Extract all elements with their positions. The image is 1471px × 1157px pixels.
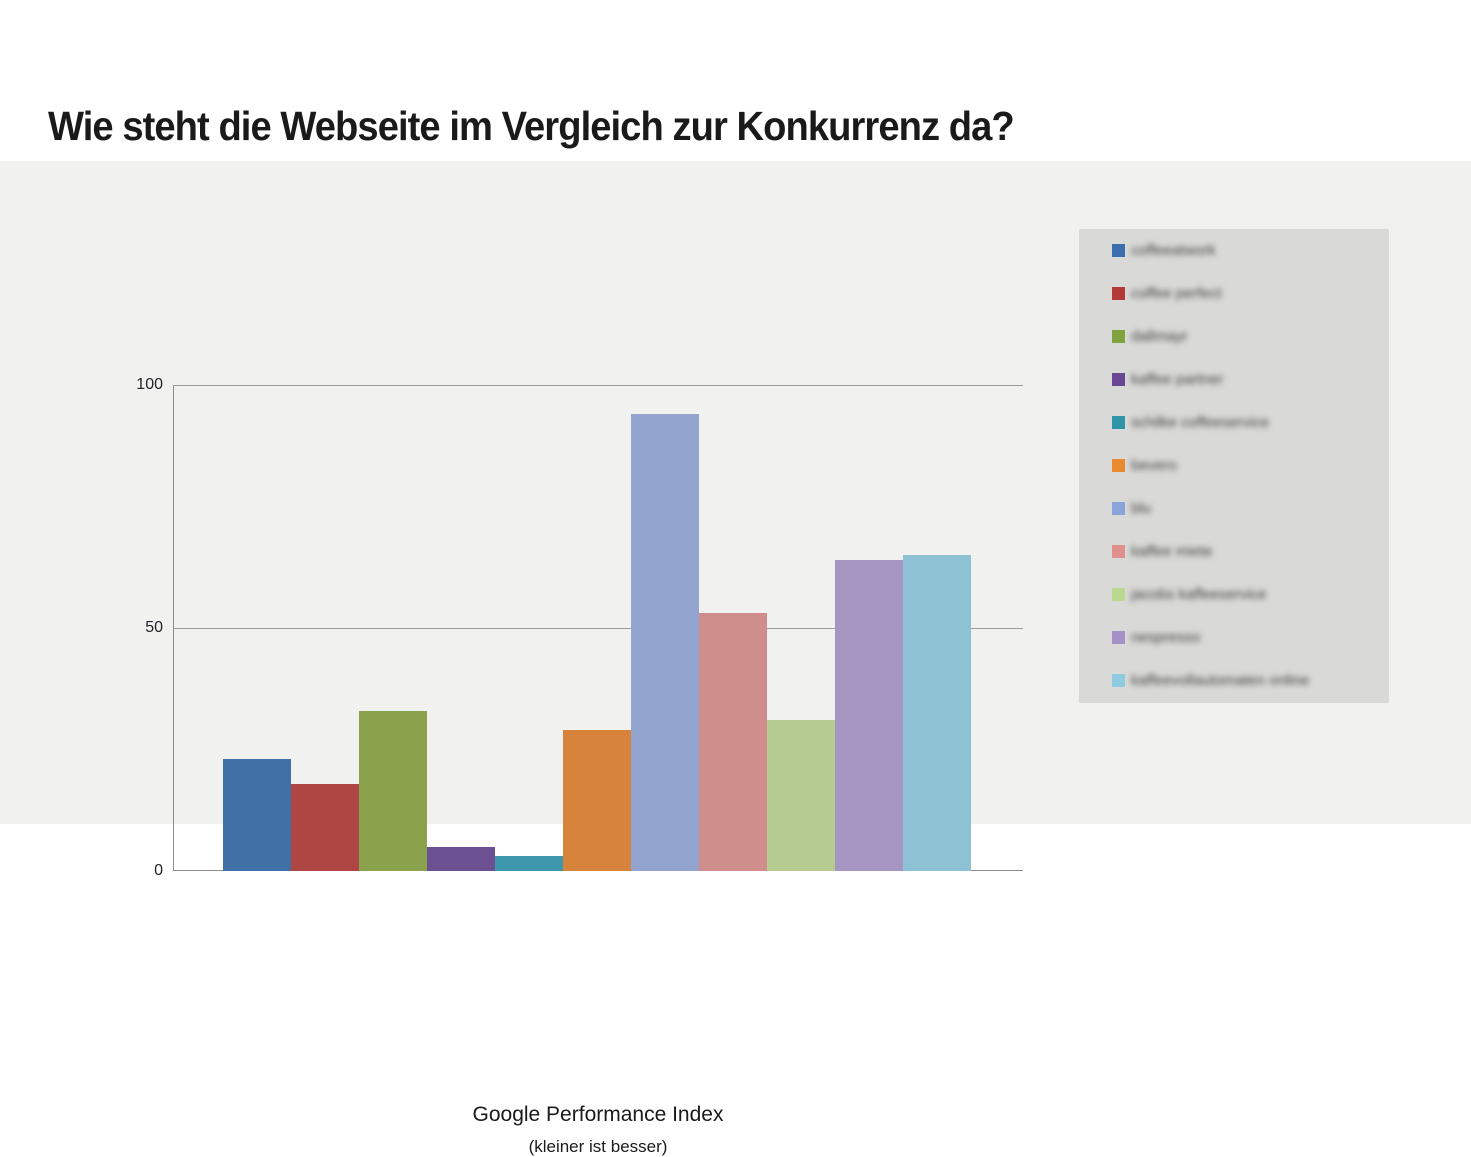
legend-item-9: jacobs kaffeeservice bbox=[1079, 573, 1389, 616]
legend-item-7: blu bbox=[1079, 487, 1389, 530]
bar-series-4 bbox=[427, 847, 495, 871]
legend-swatch-icon bbox=[1112, 459, 1125, 472]
legend-swatch-icon bbox=[1112, 244, 1125, 257]
legend-swatch-icon bbox=[1112, 416, 1125, 429]
legend-label-blurred: kaffeevollautomaten online bbox=[1131, 672, 1310, 689]
bar-series-3 bbox=[359, 711, 427, 871]
y-tick-label-0: 0 bbox=[154, 862, 163, 879]
legend-swatch-icon bbox=[1112, 545, 1125, 558]
legend-item-6: bevero bbox=[1079, 444, 1389, 487]
legend-item-3: dallmayr bbox=[1079, 315, 1389, 358]
bar-series-6 bbox=[563, 730, 631, 871]
legend-label-blurred: bevero bbox=[1131, 457, 1177, 474]
legend-item-10: nespresso bbox=[1079, 616, 1389, 659]
legend-label-blurred: jacobs kaffeeservice bbox=[1131, 586, 1267, 603]
legend-item-5: schilke coffeeservice bbox=[1079, 401, 1389, 444]
chart-legend: coffeeatwork coffee perfect dallmayr kaffee… bbox=[1079, 229, 1389, 703]
legend-swatch-icon bbox=[1112, 631, 1125, 644]
bar-series-1 bbox=[223, 759, 291, 871]
legend-label-blurred: kaffee partner bbox=[1131, 371, 1224, 388]
legend-label-blurred: coffeeatwork bbox=[1131, 242, 1216, 259]
x-axis-subtitle: (kleiner ist besser) bbox=[528, 1137, 668, 1156]
page-title: Wie steht die Webseite im Vergleich zur … bbox=[48, 103, 1015, 149]
legend-item-2: coffee perfect bbox=[1079, 272, 1389, 315]
bar-series-8 bbox=[699, 613, 767, 871]
legend-item-8: kaffee miete bbox=[1079, 530, 1389, 573]
legend-swatch-icon bbox=[1112, 330, 1125, 343]
x-axis-title: Google Performance Index bbox=[472, 1103, 724, 1126]
legend-label-blurred: kaffee miete bbox=[1131, 543, 1213, 560]
bar-series-5 bbox=[495, 856, 563, 871]
gridline-100 bbox=[173, 385, 1023, 386]
legend-label-blurred: dallmayr bbox=[1131, 328, 1188, 345]
bar-series-10 bbox=[835, 560, 903, 871]
legend-swatch-icon bbox=[1112, 674, 1125, 687]
legend-swatch-icon bbox=[1112, 502, 1125, 515]
y-tick-label-100: 100 bbox=[136, 376, 163, 393]
legend-swatch-icon bbox=[1112, 287, 1125, 300]
legend-item-1: coffeeatwork bbox=[1079, 229, 1389, 272]
legend-label-blurred: coffee perfect bbox=[1131, 285, 1222, 302]
y-axis-line bbox=[173, 385, 174, 871]
legend-item-11: kaffeevollautomaten online bbox=[1079, 659, 1389, 702]
bar-chart-plot-area: 100 50 0 Google Performance Index (kleiner… bbox=[136, 376, 1023, 1156]
legend-swatch-icon bbox=[1112, 588, 1125, 601]
legend-label-blurred: blu bbox=[1131, 500, 1152, 517]
y-tick-label-50: 50 bbox=[145, 619, 163, 636]
legend-label-blurred: nespresso bbox=[1131, 629, 1201, 646]
bar-series-2 bbox=[291, 784, 359, 871]
legend-swatch-icon bbox=[1112, 373, 1125, 386]
bar-series-7 bbox=[631, 414, 699, 871]
bars bbox=[223, 414, 971, 871]
bar-series-9 bbox=[767, 720, 835, 871]
legend-label-blurred: schilke coffeeservice bbox=[1131, 414, 1270, 431]
legend-item-4: kaffee partner bbox=[1079, 358, 1389, 401]
bar-series-11 bbox=[903, 555, 971, 871]
gridline-50 bbox=[173, 628, 1023, 629]
